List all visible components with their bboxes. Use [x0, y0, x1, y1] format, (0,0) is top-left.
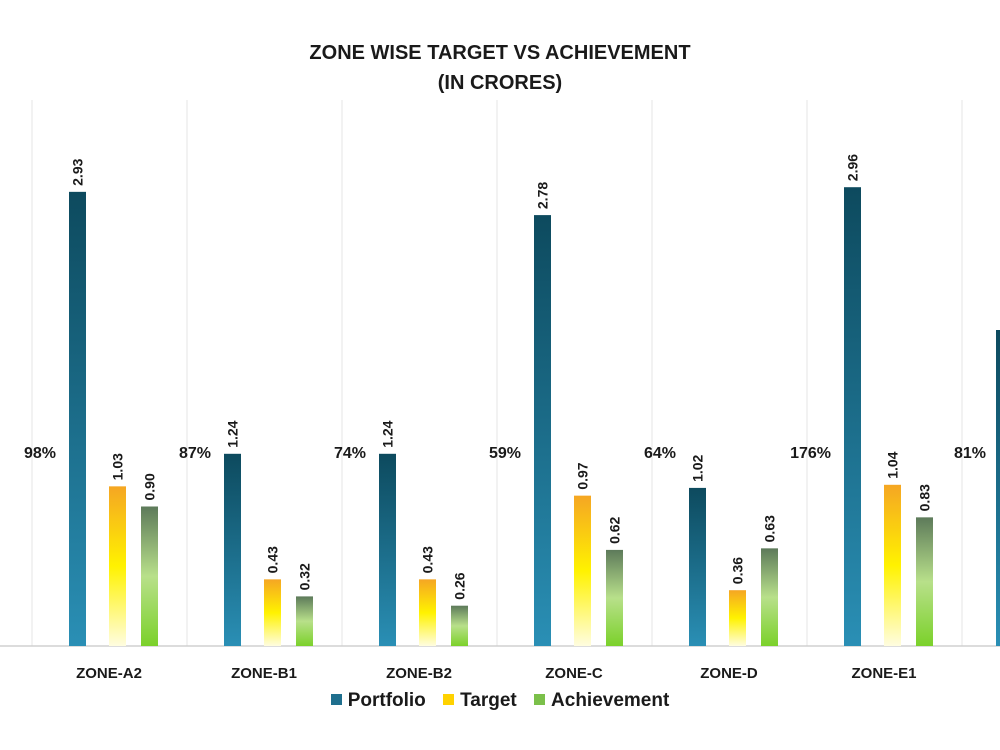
data-label-portfolio: 2.78 [535, 182, 551, 209]
bar-achievement [606, 549, 623, 646]
category-label: ZONE-E1 [851, 665, 916, 682]
legend-label-portfolio: Portfolio [347, 690, 426, 711]
percentage-label: 81% [954, 445, 986, 462]
percentage-label: 64% [644, 445, 676, 462]
legend-swatch-portfolio [330, 694, 342, 705]
legend-label-target: Target [460, 690, 517, 711]
percentage-label: 176% [790, 445, 831, 462]
bar-target [109, 486, 126, 646]
bar-portfolio [534, 215, 551, 646]
percentage-label: 98% [24, 445, 56, 462]
chart-legend: Portfolio Target Achievement [0, 690, 1000, 712]
legend-item-portfolio: Portfolio [330, 690, 426, 712]
bar-achievement [761, 548, 778, 646]
bar-portfolio [379, 453, 396, 646]
bar-portfolio-partial [996, 330, 1000, 646]
percentage-label: 74% [334, 445, 366, 462]
legend-item-achievement: Achievement [534, 690, 669, 712]
data-label-target: 0.43 [420, 546, 436, 573]
data-label-achievement: 0.62 [607, 516, 623, 543]
data-label-portfolio: 2.96 [845, 154, 861, 181]
data-label-target: 0.36 [730, 557, 746, 584]
chart-subtitle: (IN CRORES) [437, 72, 563, 94]
data-label-achievement: 0.83 [917, 484, 933, 511]
legend-swatch-target [443, 694, 455, 705]
data-label-target: 0.43 [265, 546, 281, 573]
legend-label-achievement: Achievement [551, 690, 670, 711]
bar-achievement [141, 506, 158, 646]
category-label: ZONE-D [700, 665, 758, 682]
data-label-target: 0.97 [575, 462, 591, 489]
bar-target [264, 579, 281, 646]
data-label-target: 1.04 [885, 451, 901, 478]
category-label: ZONE-B2 [386, 665, 452, 682]
bar-target [884, 484, 901, 646]
category-label: ZONE-A2 [76, 665, 142, 682]
bar-achievement [916, 517, 933, 646]
bar-target [574, 495, 591, 646]
percentage-label: 87% [179, 445, 211, 462]
bar-achievement [451, 605, 468, 646]
percentage-label: 59% [489, 445, 521, 462]
category-label: ZONE-C [545, 665, 603, 682]
bar-portfolio [844, 187, 861, 646]
bar-portfolio [69, 191, 86, 646]
data-label-portfolio: 1.24 [380, 420, 396, 447]
bar-portfolio [224, 453, 241, 646]
data-label-portfolio: 1.02 [690, 454, 706, 481]
data-label-achievement: 0.26 [452, 572, 468, 599]
bar-portfolio [689, 487, 706, 646]
chart-title: ZONE WISE TARGET VS ACHIEVEMENT [309, 42, 691, 64]
data-label-portfolio: 2.93 [70, 158, 86, 185]
bar-target [419, 579, 436, 646]
category-label: ZONE-B1 [231, 665, 297, 682]
data-label-target: 1.03 [110, 453, 126, 480]
data-label-achievement: 0.63 [762, 515, 778, 542]
data-label-achievement: 0.32 [297, 563, 313, 590]
bar-target [729, 590, 746, 646]
legend-item-target: Target [443, 690, 517, 712]
data-label-portfolio: 1.24 [225, 420, 241, 447]
legend-swatch-achievement [534, 694, 546, 705]
data-label-achievement: 0.90 [142, 473, 158, 500]
bar-achievement [296, 596, 313, 646]
